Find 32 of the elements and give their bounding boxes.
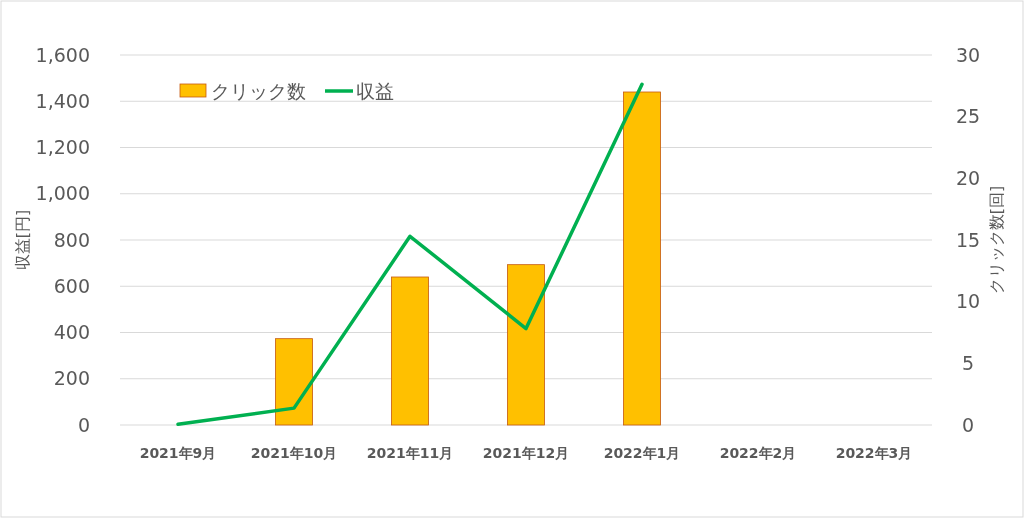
x-tick-label: 2021年11月	[366, 445, 454, 461]
y-tick-label: 800	[53, 228, 90, 251]
bar	[275, 338, 313, 426]
y-tick-label: 1,000	[35, 182, 90, 205]
y2-tick-label: 30	[955, 43, 981, 66]
bar	[391, 276, 429, 426]
y-tick-label: 200	[53, 367, 90, 390]
y2-axis-title: クリック数[回]	[987, 185, 1006, 295]
x-tick-label: 2021年12月	[482, 445, 570, 461]
x-tick-label: 2022年2月	[719, 445, 797, 461]
y-tick-label: 1,200	[35, 136, 90, 159]
x-tick-label: 2022年1月	[603, 445, 681, 461]
y2-tick-label: 10	[955, 290, 981, 313]
y2-tick-label: 0	[961, 413, 975, 436]
y-tick-label: 0	[77, 413, 90, 436]
y-tick-label: 600	[53, 274, 90, 297]
bar	[623, 91, 661, 426]
y-tick-label: 1,400	[35, 89, 90, 112]
x-tick-label: 2021年10月	[250, 445, 338, 461]
y-tick-label: 1,600	[35, 43, 90, 66]
y2-tick-label: 25	[955, 105, 981, 128]
y-tick-label: 400	[53, 321, 90, 344]
bar	[507, 264, 545, 426]
x-tick-label: 2022年3月	[835, 445, 913, 461]
legend-label: クリック数	[211, 80, 306, 102]
x-tick-label: 2021年9月	[139, 445, 217, 461]
line-series	[176, 82, 644, 427]
y2-tick-label: 15	[955, 228, 981, 251]
legend-label: 収益	[356, 80, 394, 102]
y2-tick-label: 5	[961, 351, 975, 374]
y-axis-title: 収益[円]	[13, 209, 32, 271]
y2-tick-label: 20	[955, 166, 981, 189]
